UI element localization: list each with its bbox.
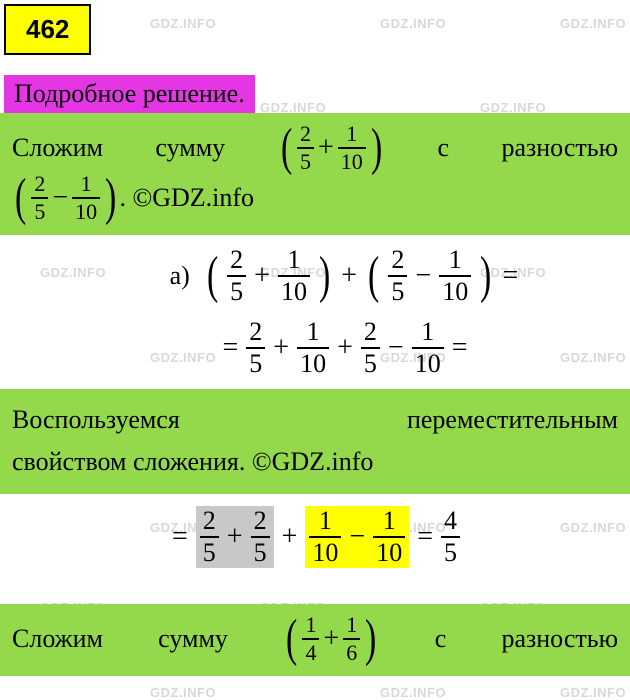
text: с [437,127,449,169]
inline-expr: ( 25 + 110 ) [278,123,385,173]
text: Воспользуемся [12,399,180,441]
text: Сложим [12,618,103,660]
text: разностью [501,618,618,660]
inline-expr: ( 25 − 110 ) [12,173,119,223]
content-root: 462 Подробное решение. Сложим сумму ( 25… [0,0,630,676]
text: Сложим [12,127,103,169]
text: сумму [155,127,225,169]
explanation-box-2: Воспользуемся переместительным свойством… [0,389,630,494]
text: разностью [501,127,618,169]
text: сумму [158,618,228,660]
equation-block-c: = 25 + 25 + 110 − 110 = 45 [0,494,630,580]
equation-block-a: a) ( 25 + 110 ) + ( 25 − 110 ) = = 25 + … [0,235,630,389]
text: . ©GDZ.info [119,177,254,219]
eq-label: a) [170,261,190,291]
inline-expr: ( 14 + 16 ) [283,614,379,664]
section-title: Подробное решение. [4,75,255,113]
text: с [435,618,447,660]
text: переместительным [407,399,618,441]
text: свойством сложения. ©GDZ.info [12,441,618,483]
problem-number-badge: 462 [4,4,91,55]
explanation-box-3: Сложим сумму ( 14 + 16 ) с разностью [0,604,630,676]
explanation-box-1: Сложим сумму ( 25 + 110 ) с разностью ( … [0,113,630,235]
